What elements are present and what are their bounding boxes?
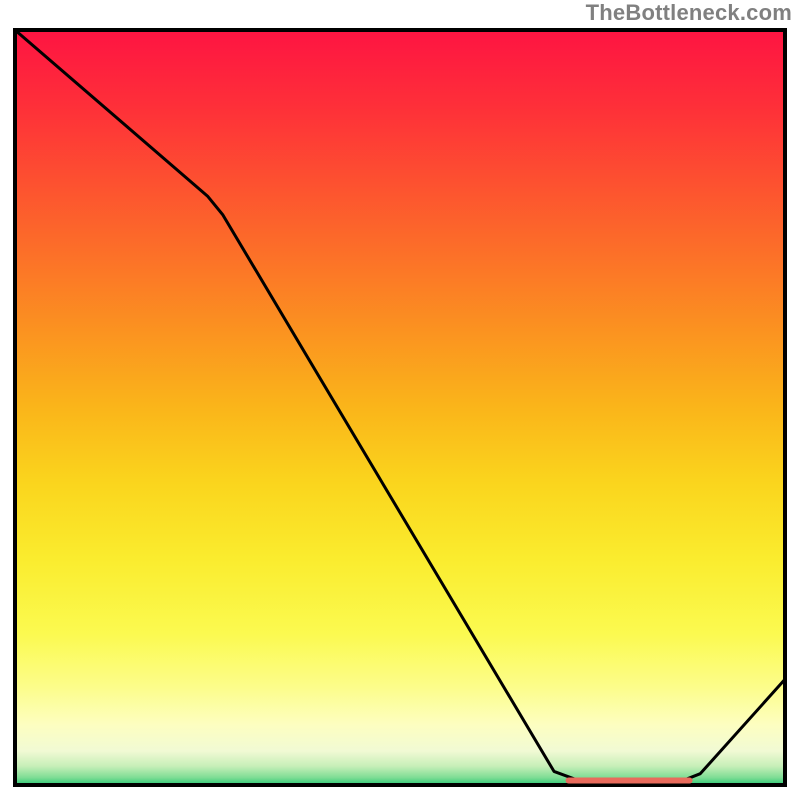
gradient-background — [15, 30, 785, 785]
chart-svg — [0, 0, 800, 800]
chart-container: TheBottleneck.com — [0, 0, 800, 800]
optimal-range-marker — [566, 777, 693, 783]
